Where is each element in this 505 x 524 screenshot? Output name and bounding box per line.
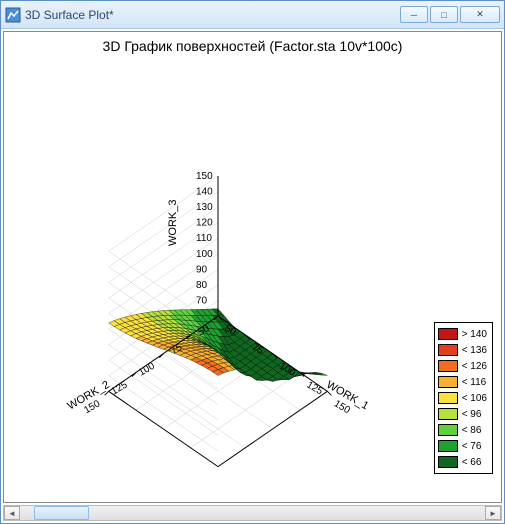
content-area: 3D График поверхностей (Factor.sta 10v*1… bbox=[1, 29, 504, 523]
legend-row: < 96 bbox=[438, 406, 487, 422]
scroll-left-button[interactable]: ◄ bbox=[4, 506, 20, 520]
scroll-right-button[interactable]: ► bbox=[485, 506, 501, 520]
legend-row: < 126 bbox=[438, 358, 487, 374]
window-frame: 3D Surface Plot* ─ □ ✕ 3D График поверхн… bbox=[0, 0, 505, 524]
legend-swatch bbox=[438, 360, 458, 372]
close-button[interactable]: ✕ bbox=[460, 6, 500, 23]
legend-label: > 140 bbox=[462, 329, 487, 340]
scroll-track[interactable] bbox=[20, 506, 485, 520]
svg-text:80: 80 bbox=[196, 280, 208, 291]
svg-text:125: 125 bbox=[109, 379, 129, 397]
window-buttons: ─ □ ✕ bbox=[400, 6, 500, 23]
legend-swatch bbox=[438, 424, 458, 436]
chart-title: 3D График поверхностей (Factor.sta 10v*1… bbox=[4, 32, 501, 56]
legend-swatch bbox=[438, 408, 458, 420]
svg-text:100: 100 bbox=[196, 249, 213, 260]
maximize-button[interactable]: □ bbox=[430, 6, 458, 23]
app-icon bbox=[5, 7, 21, 23]
legend-swatch bbox=[438, 392, 458, 404]
legend-label: < 96 bbox=[462, 409, 482, 420]
svg-text:WORK_3: WORK_3 bbox=[167, 200, 179, 246]
legend-row: < 86 bbox=[438, 422, 487, 438]
legend-row: < 66 bbox=[438, 454, 487, 470]
window-title: 3D Surface Plot* bbox=[25, 8, 400, 22]
svg-text:150: 150 bbox=[196, 171, 213, 182]
plot-area: 3D График поверхностей (Factor.sta 10v*1… bbox=[3, 31, 502, 503]
legend-label: < 86 bbox=[462, 425, 482, 436]
legend-row: < 106 bbox=[438, 390, 487, 406]
color-legend: > 140 < 136 < 126 < 116 < 106 < 96 < 86 < 76 < 6… bbox=[434, 322, 493, 474]
legend-label: < 76 bbox=[462, 441, 482, 452]
surface-plot: 6070809010011012013014015050751001251505… bbox=[13, 56, 493, 486]
svg-text:140: 140 bbox=[196, 187, 213, 198]
legend-label: < 116 bbox=[462, 377, 487, 388]
legend-swatch bbox=[438, 376, 458, 388]
titlebar[interactable]: 3D Surface Plot* ─ □ ✕ bbox=[1, 1, 504, 29]
minimize-button[interactable]: ─ bbox=[400, 6, 428, 23]
legend-label: < 106 bbox=[462, 393, 487, 404]
legend-swatch bbox=[438, 456, 458, 468]
legend-swatch bbox=[438, 328, 458, 340]
svg-text:90: 90 bbox=[196, 264, 208, 275]
scroll-thumb[interactable] bbox=[34, 506, 89, 520]
horizontal-scrollbar[interactable]: ◄ ► bbox=[3, 505, 502, 521]
legend-swatch bbox=[438, 440, 458, 452]
svg-text:130: 130 bbox=[196, 202, 213, 213]
svg-text:70: 70 bbox=[196, 295, 208, 306]
legend-row: < 116 bbox=[438, 374, 487, 390]
svg-text:110: 110 bbox=[196, 233, 212, 244]
legend-label: < 136 bbox=[462, 345, 487, 356]
svg-text:120: 120 bbox=[196, 218, 213, 229]
legend-label: < 66 bbox=[462, 457, 482, 468]
legend-swatch bbox=[438, 344, 458, 356]
legend-row: < 76 bbox=[438, 438, 487, 454]
legend-label: < 126 bbox=[462, 361, 487, 372]
legend-row: < 136 bbox=[438, 342, 487, 358]
legend-row: > 140 bbox=[438, 326, 487, 342]
